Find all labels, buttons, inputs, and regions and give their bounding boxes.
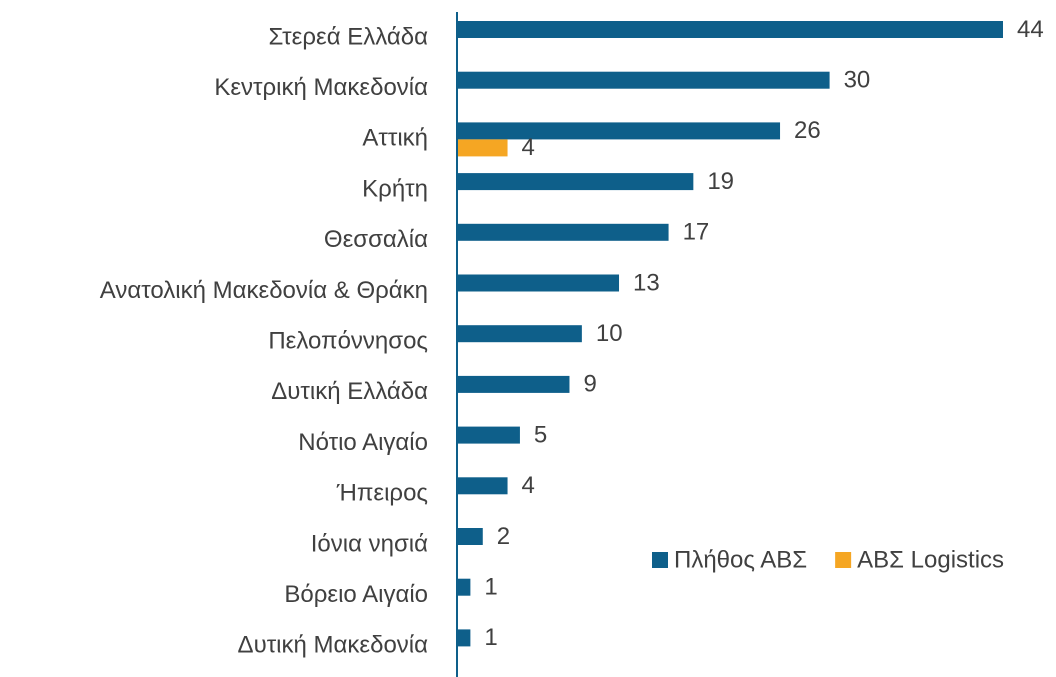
y-tick-label: Ιόνια νησιά xyxy=(311,530,428,557)
bar xyxy=(458,274,620,292)
legend-swatch xyxy=(835,552,852,568)
bar xyxy=(458,21,1003,38)
data-label: 44 xyxy=(1017,16,1044,43)
y-tick-label: Ήπειρος xyxy=(336,480,428,507)
y-tick-label: Κρήτη xyxy=(362,175,428,202)
bar xyxy=(458,139,508,157)
data-label: 26 xyxy=(794,117,821,144)
y-tick-label: Δυτική Ελλάδα xyxy=(271,378,428,405)
data-label: 1 xyxy=(484,574,497,601)
data-label: 9 xyxy=(583,371,596,398)
legend-label: ΑΒΣ Logistics xyxy=(857,546,1004,573)
y-tick-label: Κεντρική Μακεδονία xyxy=(214,74,428,101)
y-tick-label: Στερεά Ελλάδα xyxy=(268,23,428,50)
y-tick-label: Βόρειο Αιγαίο xyxy=(284,581,428,608)
bar xyxy=(458,629,471,647)
bar xyxy=(458,173,694,191)
bar xyxy=(458,375,570,393)
y-tick-label: Δυτική Μακεδονία xyxy=(238,632,429,659)
data-label: 4 xyxy=(522,134,535,161)
bar xyxy=(458,71,830,89)
data-label: 1 xyxy=(484,624,497,651)
y-tick-label: Νότιο Αιγαίο xyxy=(298,429,428,456)
bar xyxy=(458,223,669,241)
data-label: 2 xyxy=(497,523,510,550)
data-label: 10 xyxy=(596,320,623,347)
bar xyxy=(458,426,520,444)
data-label: 19 xyxy=(707,168,734,195)
bar xyxy=(458,578,471,596)
y-tick-label: Αττική xyxy=(362,125,428,152)
bar xyxy=(458,122,781,140)
legend-label: Πλήθος ΑΒΣ xyxy=(674,546,807,573)
data-label: 30 xyxy=(844,67,871,94)
y-tick-label: Θεσσαλία xyxy=(324,226,428,253)
data-label: 5 xyxy=(534,421,547,448)
y-tick-label: Ανατολική Μακεδονία & Θράκη xyxy=(100,277,428,304)
y-tick-label: Πελοπόννησος xyxy=(268,328,428,355)
bar xyxy=(458,477,508,495)
data-label: 4 xyxy=(522,472,535,499)
bar xyxy=(458,325,582,343)
data-label: 13 xyxy=(633,269,660,296)
legend-swatch xyxy=(652,552,668,568)
bar xyxy=(458,528,483,545)
data-label: 17 xyxy=(683,219,710,246)
